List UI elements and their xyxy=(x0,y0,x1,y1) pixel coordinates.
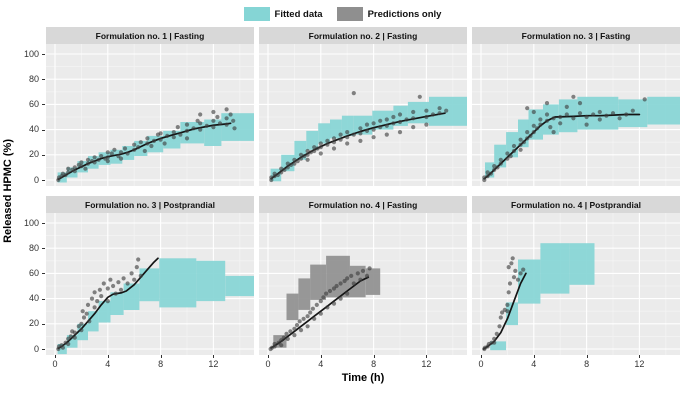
facet-formulation-2-fasting: Formulation no. 2 | Fasting xyxy=(259,27,467,186)
y-tick-label: 40 xyxy=(28,124,39,135)
facet-formulation-3-postprandial: Formulation no. 3 | Postprandial xyxy=(46,196,254,355)
x-tick-mark xyxy=(268,355,269,358)
x-tick-label: 12 xyxy=(634,359,645,369)
legend: Fitted data Predictions only xyxy=(0,3,685,25)
panel-plot xyxy=(259,213,467,355)
x-tick-label: 4 xyxy=(531,359,537,369)
x-tick-label: 12 xyxy=(208,359,219,369)
y-tick-label: 0 xyxy=(33,174,39,185)
facet-area: Formulation no. 1 | Fasting Formulation … xyxy=(16,27,685,355)
fitted-data-swatch xyxy=(243,7,270,21)
x-tick-mark xyxy=(481,355,482,358)
legend-item-fitted: Fitted data xyxy=(243,7,323,21)
plot-content: Released HPMC (%) Formulation no. 1 | Fa… xyxy=(0,27,685,355)
x-tick-label: 4 xyxy=(318,359,324,369)
x-tick-label: 8 xyxy=(371,359,377,369)
y-tick-mark xyxy=(42,79,45,81)
facet-strip: Formulation no. 2 | Fasting xyxy=(259,27,467,44)
y-tick-label: 60 xyxy=(28,98,39,109)
y-tick-mark xyxy=(42,248,45,250)
facet-strip: Formulation no. 3 | Postprandial xyxy=(46,196,254,213)
x-tick-mark xyxy=(213,355,215,358)
x-tick-label: 0 xyxy=(478,359,484,369)
y-tick-mark xyxy=(42,298,45,300)
y-tick-label: 80 xyxy=(28,73,39,84)
legend-label: Fitted data xyxy=(274,8,323,20)
facet-formulation-3-fasting: Formulation no. 3 | Fasting xyxy=(472,27,680,186)
x-tick-mark xyxy=(426,355,428,358)
facet-strip: Formulation no. 3 | Fasting xyxy=(472,27,680,44)
panel-plot xyxy=(472,213,680,355)
y-tick-mark xyxy=(42,54,45,55)
facet-formulation-4-postprandial: Formulation no. 4 | Postprandial xyxy=(472,196,680,355)
y-tick-label: 60 xyxy=(28,267,39,278)
panel-plot xyxy=(46,213,254,355)
y-tick-mark xyxy=(42,104,45,106)
y-tick-mark xyxy=(42,223,45,224)
x-tick-mark xyxy=(320,355,322,358)
x-tick-label: 0 xyxy=(265,359,271,369)
legend-label: Predictions only xyxy=(367,8,442,20)
x-tick-label: 12 xyxy=(421,359,432,369)
y-tick-mark xyxy=(42,154,45,156)
y-tick-label: 100 xyxy=(23,217,39,228)
x-tick-mark xyxy=(639,355,641,358)
y-tick-mark xyxy=(42,129,45,131)
x-tick-label: 0 xyxy=(52,359,58,369)
facet-strip: Formulation no. 4 | Fasting xyxy=(259,196,467,213)
y-tick-mark xyxy=(42,273,45,275)
x-tick-label: 8 xyxy=(158,359,164,369)
x-tick-mark xyxy=(586,355,588,358)
y-tick-label: 80 xyxy=(28,242,39,253)
y-tick-mark xyxy=(42,180,45,181)
x-tick-mark xyxy=(160,355,162,358)
facet-strip: Formulation no. 1 | Fasting xyxy=(46,27,254,44)
x-tick-label: 4 xyxy=(105,359,111,369)
panel-plot xyxy=(472,44,680,186)
y-tick-mark xyxy=(42,323,45,325)
panel-plot xyxy=(46,44,254,186)
y-tick-label: 100 xyxy=(23,48,39,59)
legend-item-predictions: Predictions only xyxy=(336,7,442,21)
predictions-only-swatch xyxy=(336,7,363,21)
facet-formulation-4-fasting: Formulation no. 4 | Fasting xyxy=(259,196,467,355)
y-tick-label: 20 xyxy=(28,149,39,160)
y-axis-title: Released HPMC (%) xyxy=(2,139,14,243)
x-tick-mark xyxy=(107,355,109,358)
x-tick-mark xyxy=(533,355,535,358)
facet-grid: Formulation no. 1 | Fasting Formulation … xyxy=(46,27,685,355)
y-tick-label: 20 xyxy=(28,318,39,329)
x-axis-ticks: 0 4 8 12 0 4 8 12 0 4 8 12 xyxy=(46,355,685,370)
y-tick-label: 40 xyxy=(28,293,39,304)
facet-strip: Formulation no. 4 | Postprandial xyxy=(472,196,680,213)
x-tick-mark xyxy=(55,355,56,358)
x-tick-mark xyxy=(373,355,375,358)
panel-plot xyxy=(259,44,467,186)
y-tick-mark xyxy=(42,349,45,350)
x-tick-label: 8 xyxy=(584,359,590,369)
y-tick-label: 0 xyxy=(33,343,39,354)
facet-formulation-1-fasting: Formulation no. 1 | Fasting xyxy=(46,27,254,186)
x-axis-title: Time (h) xyxy=(341,372,385,384)
